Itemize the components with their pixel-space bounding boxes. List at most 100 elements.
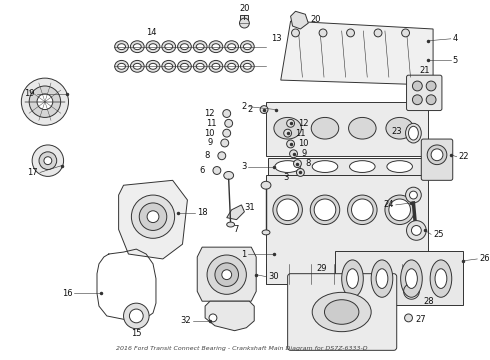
Circle shape xyxy=(32,145,64,176)
Ellipse shape xyxy=(261,181,271,189)
Circle shape xyxy=(209,314,217,322)
Ellipse shape xyxy=(115,41,128,53)
Circle shape xyxy=(413,81,422,91)
Ellipse shape xyxy=(177,60,191,72)
Text: 11: 11 xyxy=(295,129,306,138)
Ellipse shape xyxy=(146,60,160,72)
Ellipse shape xyxy=(165,63,172,69)
Text: 26: 26 xyxy=(479,255,490,264)
Text: 1: 1 xyxy=(241,249,246,258)
Circle shape xyxy=(215,263,239,287)
Text: 5: 5 xyxy=(453,56,458,65)
Text: 23: 23 xyxy=(391,127,402,136)
Polygon shape xyxy=(205,301,254,331)
Ellipse shape xyxy=(385,195,415,225)
Text: 9: 9 xyxy=(301,149,307,158)
Circle shape xyxy=(223,109,231,117)
Ellipse shape xyxy=(162,41,175,53)
Text: 21: 21 xyxy=(419,66,430,75)
Ellipse shape xyxy=(389,199,411,221)
Bar xyxy=(266,175,428,284)
Text: 7: 7 xyxy=(234,225,239,234)
Bar xyxy=(335,251,463,305)
Ellipse shape xyxy=(312,292,371,332)
Circle shape xyxy=(223,129,231,137)
Circle shape xyxy=(123,303,149,329)
Ellipse shape xyxy=(180,44,188,50)
Circle shape xyxy=(412,225,421,235)
Ellipse shape xyxy=(275,161,300,172)
Circle shape xyxy=(292,29,299,37)
Ellipse shape xyxy=(274,117,301,139)
Text: 9: 9 xyxy=(208,139,213,148)
Ellipse shape xyxy=(241,41,254,53)
Ellipse shape xyxy=(430,260,452,297)
Ellipse shape xyxy=(371,260,393,297)
Text: 25: 25 xyxy=(433,230,443,239)
Ellipse shape xyxy=(225,60,239,72)
Ellipse shape xyxy=(241,60,254,72)
Circle shape xyxy=(131,195,174,238)
Text: 12: 12 xyxy=(204,109,215,118)
Circle shape xyxy=(222,270,232,280)
Circle shape xyxy=(294,160,301,167)
Text: 29: 29 xyxy=(317,264,327,273)
Text: 10: 10 xyxy=(204,129,215,138)
Ellipse shape xyxy=(386,117,414,139)
Circle shape xyxy=(207,255,246,294)
Polygon shape xyxy=(197,247,256,301)
Bar xyxy=(241,15,248,20)
Text: 19: 19 xyxy=(24,89,35,98)
Circle shape xyxy=(410,191,417,199)
Ellipse shape xyxy=(273,195,302,225)
FancyBboxPatch shape xyxy=(288,274,397,350)
Text: 10: 10 xyxy=(298,139,309,148)
Ellipse shape xyxy=(115,60,128,72)
Polygon shape xyxy=(227,205,245,220)
Ellipse shape xyxy=(349,161,375,172)
Ellipse shape xyxy=(162,60,175,72)
Ellipse shape xyxy=(376,269,388,288)
Text: 28: 28 xyxy=(423,297,434,306)
Ellipse shape xyxy=(133,63,141,69)
Ellipse shape xyxy=(209,60,223,72)
Ellipse shape xyxy=(435,269,447,288)
Ellipse shape xyxy=(196,63,204,69)
Bar xyxy=(268,158,426,175)
Circle shape xyxy=(147,211,159,222)
Polygon shape xyxy=(119,180,187,259)
Text: 8: 8 xyxy=(305,159,311,168)
Circle shape xyxy=(406,187,421,203)
Circle shape xyxy=(22,78,69,125)
Ellipse shape xyxy=(244,63,251,69)
Ellipse shape xyxy=(146,41,160,53)
Text: 14: 14 xyxy=(146,28,156,37)
Text: 32: 32 xyxy=(181,316,191,325)
Ellipse shape xyxy=(149,44,157,50)
Ellipse shape xyxy=(342,260,363,297)
Text: 11: 11 xyxy=(206,119,217,128)
Circle shape xyxy=(225,120,233,127)
Ellipse shape xyxy=(324,300,359,324)
Circle shape xyxy=(405,314,413,322)
Text: 27: 27 xyxy=(416,315,426,324)
Ellipse shape xyxy=(277,199,298,221)
Ellipse shape xyxy=(227,222,235,227)
Circle shape xyxy=(129,309,143,323)
Ellipse shape xyxy=(180,63,188,69)
Text: 3: 3 xyxy=(241,162,246,171)
Text: 15: 15 xyxy=(131,329,142,338)
Circle shape xyxy=(346,29,354,37)
Circle shape xyxy=(44,157,52,165)
Text: 24: 24 xyxy=(383,201,394,210)
Circle shape xyxy=(287,120,294,127)
Text: 12: 12 xyxy=(298,119,309,128)
Circle shape xyxy=(29,86,61,117)
Circle shape xyxy=(402,29,410,37)
Text: 20: 20 xyxy=(310,15,321,24)
Ellipse shape xyxy=(149,63,157,69)
Circle shape xyxy=(221,139,229,147)
Text: 6: 6 xyxy=(200,166,205,175)
Ellipse shape xyxy=(244,44,251,50)
Ellipse shape xyxy=(212,44,220,50)
